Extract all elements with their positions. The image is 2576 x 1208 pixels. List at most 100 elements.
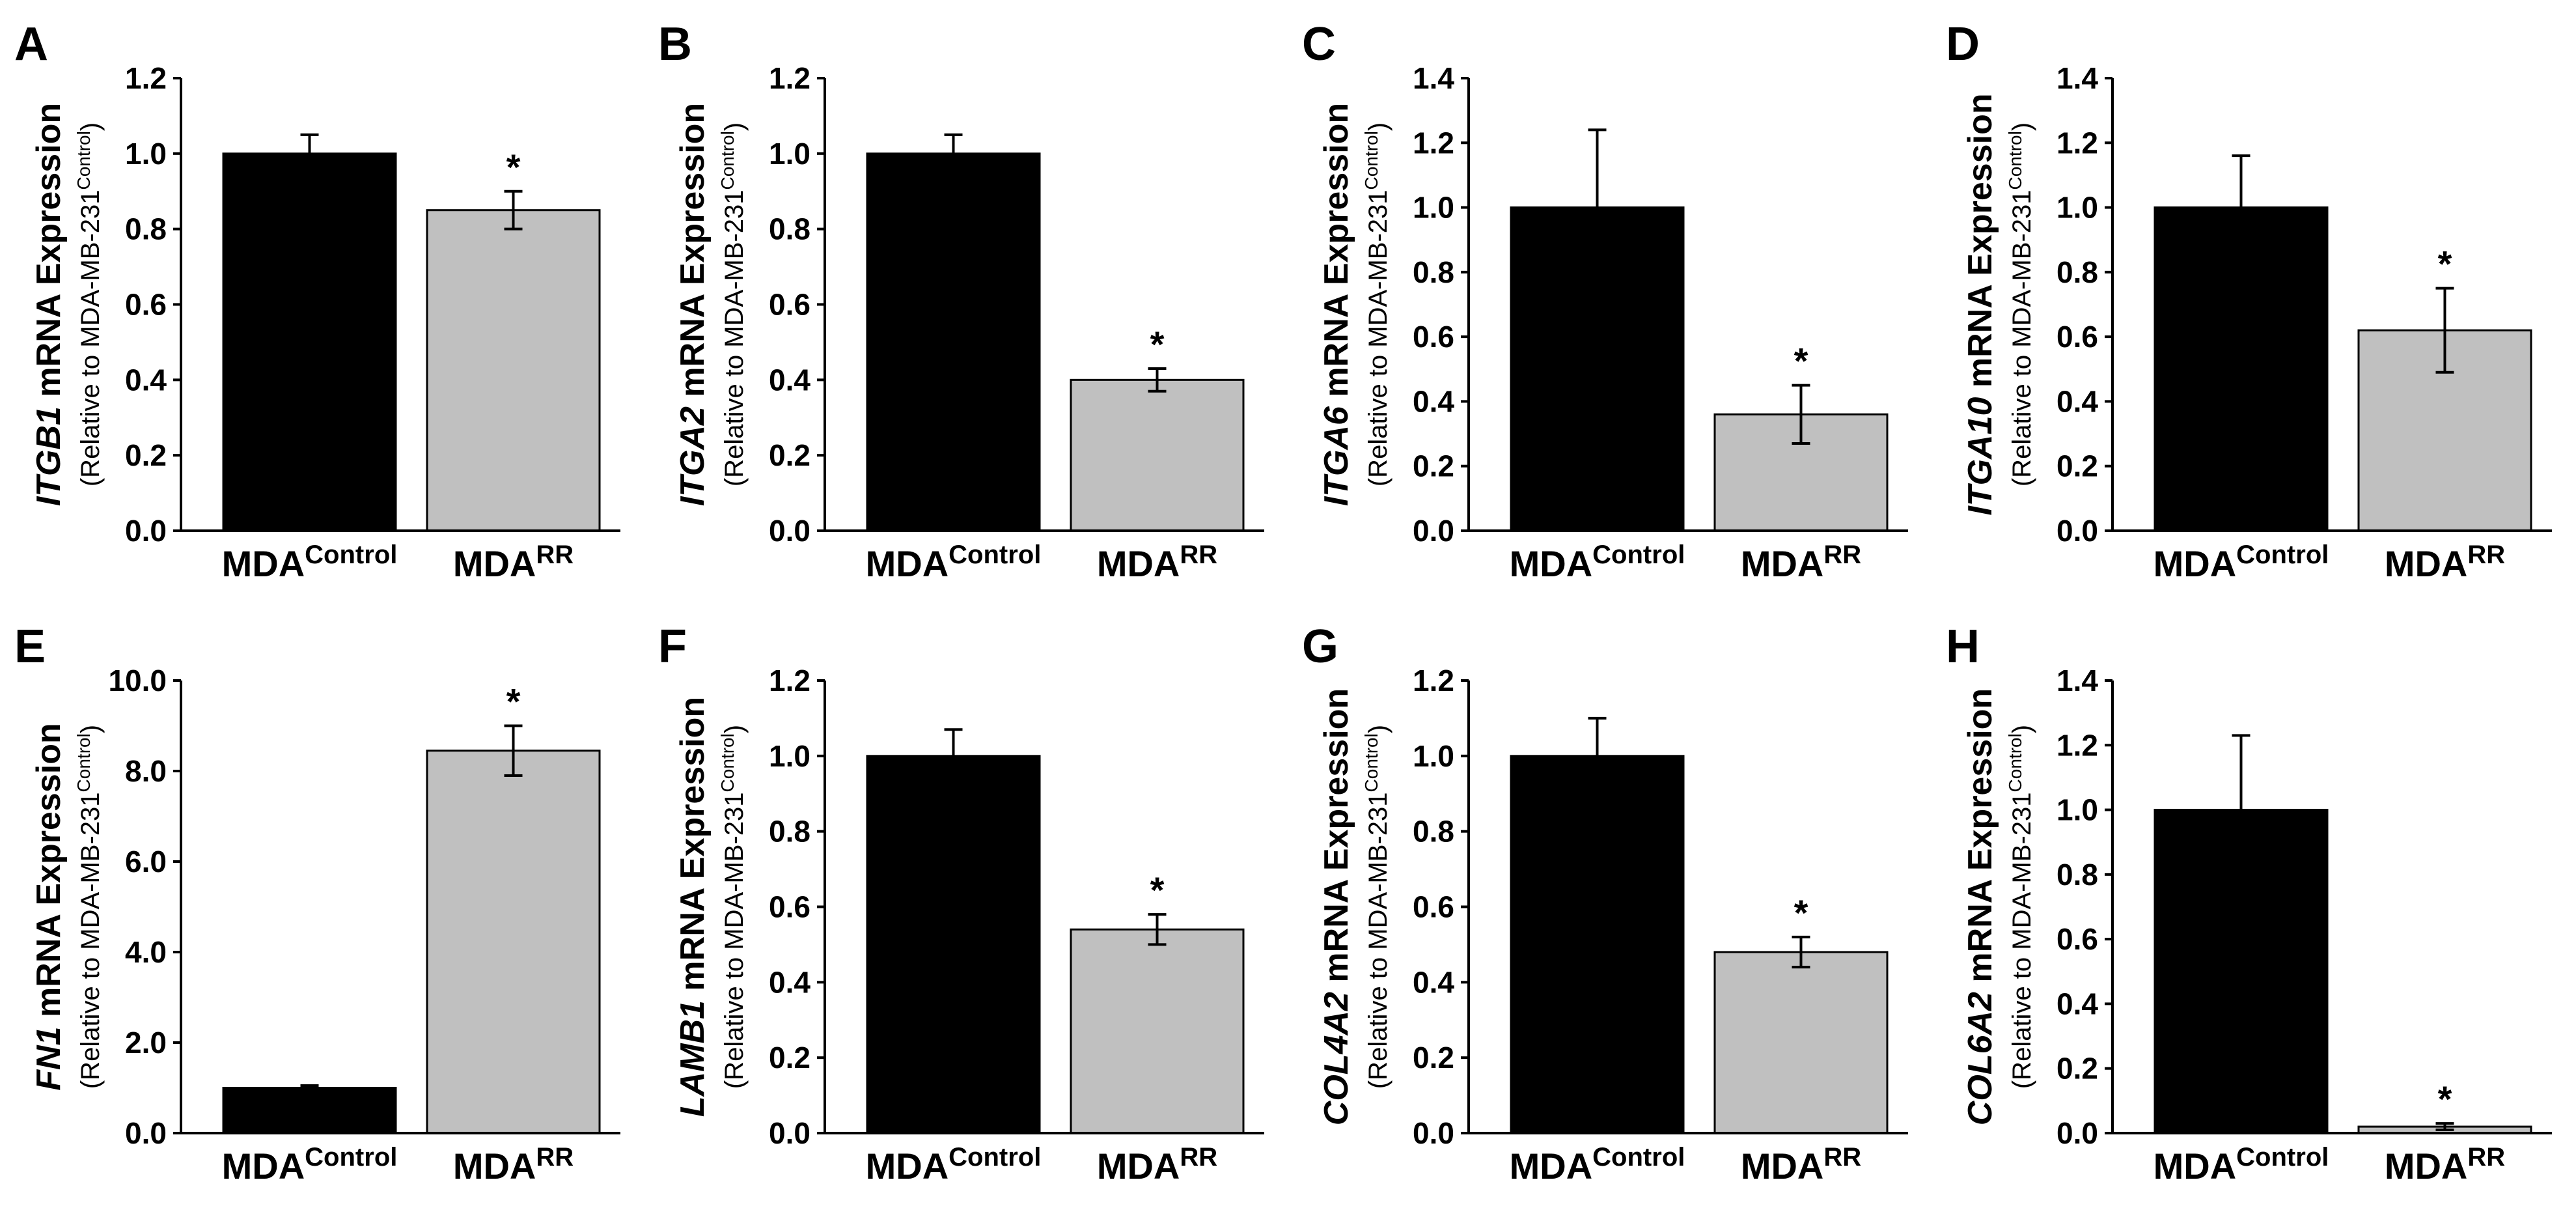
y-tick-label: 0.6 (2057, 922, 2098, 956)
y-axis-sublabel: (Relative to MDA-MB-231Control) (74, 122, 105, 486)
y-tick-label: 10.0 (108, 664, 167, 697)
y-tick-label: 0.6 (2057, 320, 2098, 354)
y-tick-label: 1.0 (2057, 793, 2098, 827)
y-tick-label: 0.0 (2057, 514, 2098, 548)
y-tick-label: 0.2 (769, 1041, 810, 1075)
significance-marker: * (1794, 341, 1808, 382)
y-tick-label: 0.0 (769, 1116, 810, 1150)
bar-control (2154, 206, 2329, 532)
y-tick-label: 0.4 (1413, 965, 1454, 999)
y-axis-label: ITGA6 mRNA Expression (1318, 103, 1355, 506)
significance-marker: * (1150, 324, 1165, 365)
y-tick-label: 0.8 (769, 212, 810, 246)
bar-rr (1713, 951, 1889, 1134)
y-tick-label: 4.0 (125, 935, 167, 969)
x-label-control: MDAControl (222, 541, 398, 584)
y-tick-label: 0.2 (125, 438, 167, 472)
y-axis-sublabel: (Relative to MDA-MB-231Control) (1361, 122, 1392, 486)
y-tick-label: 0.8 (2057, 255, 2098, 289)
y-tick-label: 0.8 (1413, 255, 1454, 289)
y-tick-label: 1.0 (1413, 739, 1454, 773)
y-axis-label: ITGA10 mRNA Expression (1961, 93, 1999, 515)
y-axis-label: LAMB1 mRNA Expression (674, 697, 712, 1117)
y-axis-sublabel: (Relative to MDA-MB-231Control) (2005, 725, 2036, 1089)
significance-marker: * (1794, 892, 1808, 933)
chart-panel-h: H 0.0 0.2 0.4 0.6 0.8 1.0 1.2 1.4 COL6A2 mRNA Exp… (1946, 621, 2552, 1187)
bar-control (866, 152, 1041, 532)
panel-letter: F (658, 621, 687, 673)
x-label-rr: MDARR (1741, 541, 1861, 584)
x-label-rr: MDARR (1097, 1143, 1217, 1187)
y-tick-label: 1.0 (769, 739, 810, 773)
y-axis-sublabel: (Relative to MDA-MB-231Control) (717, 725, 749, 1089)
bar-control (222, 152, 397, 532)
y-tick-label: 0.0 (1413, 1116, 1454, 1150)
y-tick-label: 1.2 (2057, 126, 2098, 160)
chart-panel-f: F 0.0 0.2 0.4 0.6 0.8 1.0 1.2 LAMB1 mRNA Express… (658, 621, 1264, 1187)
y-tick-label: 0.8 (125, 212, 167, 246)
y-tick-label: 1.0 (2057, 191, 2098, 225)
x-label-control: MDAControl (866, 541, 1042, 584)
x-label-rr: MDARR (453, 1143, 574, 1187)
bar-rr (1070, 928, 1245, 1134)
y-tick-label: 1.2 (1413, 664, 1454, 697)
y-tick-label: 0.2 (1413, 449, 1454, 483)
x-label-control: MDAControl (222, 1143, 398, 1187)
y-axis-sublabel: (Relative to MDA-MB-231Control) (2005, 122, 2036, 486)
y-tick-label: 1.2 (769, 61, 810, 95)
chart-panel-b: B 0.0 0.2 0.4 0.6 0.8 1.0 1.2 ITGA2 mRNA Express… (658, 18, 1264, 584)
x-label-rr: MDARR (2385, 1143, 2505, 1187)
y-tick-label: 1.2 (769, 664, 810, 697)
x-label-rr: MDARR (2385, 541, 2505, 584)
y-tick-label: 0.6 (1413, 890, 1454, 924)
y-tick-label: 1.4 (1413, 61, 1454, 95)
y-tick-label: 0.2 (2057, 449, 2098, 483)
y-tick-label: 1.2 (2057, 728, 2098, 762)
y-axis-label: FN1 mRNA Expression (30, 723, 68, 1090)
bar-control (1510, 755, 1685, 1134)
x-label-control: MDAControl (2154, 1143, 2329, 1187)
x-label-rr: MDARR (1097, 541, 1217, 584)
significance-marker: * (506, 681, 521, 722)
x-label-control: MDAControl (1510, 1143, 1685, 1187)
y-tick-label: 0.2 (769, 438, 810, 472)
y-axis-label: COL4A2 mRNA Expression (1318, 688, 1355, 1125)
y-tick-label: 0.2 (2057, 1052, 2098, 1086)
y-tick-label: 0.4 (1413, 384, 1454, 418)
y-tick-label: 2.0 (125, 1026, 167, 1060)
x-label-control: MDAControl (2154, 541, 2329, 584)
chart-panel-a: A 0.0 0.2 0.4 0.6 0.8 1.0 1.2 ITGB1 mRNA Express… (14, 18, 620, 584)
x-label-control: MDAControl (1510, 541, 1685, 584)
y-tick-label: 0.4 (2057, 384, 2098, 418)
y-tick-label: 0.0 (769, 514, 810, 548)
y-tick-label: 0.8 (2057, 858, 2098, 892)
y-tick-label: 1.0 (1413, 191, 1454, 225)
significance-marker: * (2438, 244, 2452, 285)
y-tick-label: 1.0 (125, 137, 167, 171)
y-tick-label: 0.0 (2057, 1116, 2098, 1150)
x-label-rr: MDARR (1741, 1143, 1861, 1187)
bar-control (866, 755, 1041, 1134)
y-tick-label: 0.6 (769, 288, 810, 322)
y-tick-label: 6.0 (125, 845, 167, 878)
y-axis-sublabel: (Relative to MDA-MB-231Control) (1361, 725, 1392, 1089)
y-tick-label: 0.6 (125, 288, 167, 322)
y-axis-sublabel: (Relative to MDA-MB-231Control) (74, 725, 105, 1089)
panel-letter: B (658, 18, 692, 70)
panel-letter: H (1946, 621, 1980, 673)
bar-rr (1070, 378, 1245, 532)
y-tick-label: 0.2 (1413, 1041, 1454, 1075)
significance-marker: * (1150, 869, 1165, 910)
y-tick-label: 1.2 (1413, 126, 1454, 160)
y-tick-label: 0.4 (769, 965, 810, 999)
bar-control (222, 1087, 397, 1134)
y-tick-label: 1.2 (125, 61, 167, 95)
chart-panel-g: G 0.0 0.2 0.4 0.6 0.8 1.0 1.2 COL4A2 mRNA Expres… (1302, 621, 1908, 1187)
y-axis-sublabel: (Relative to MDA-MB-231Control) (717, 122, 749, 486)
chart-panel-e: E 0.0 2.0 4.0 6.0 8.0 10.0 FN1 mRNA Expression(… (14, 621, 620, 1187)
y-tick-label: 0.4 (125, 363, 167, 397)
y-axis-label: ITGA2 mRNA Expression (674, 103, 712, 506)
bar-rr (426, 750, 601, 1134)
panel-letter: G (1302, 621, 1338, 673)
